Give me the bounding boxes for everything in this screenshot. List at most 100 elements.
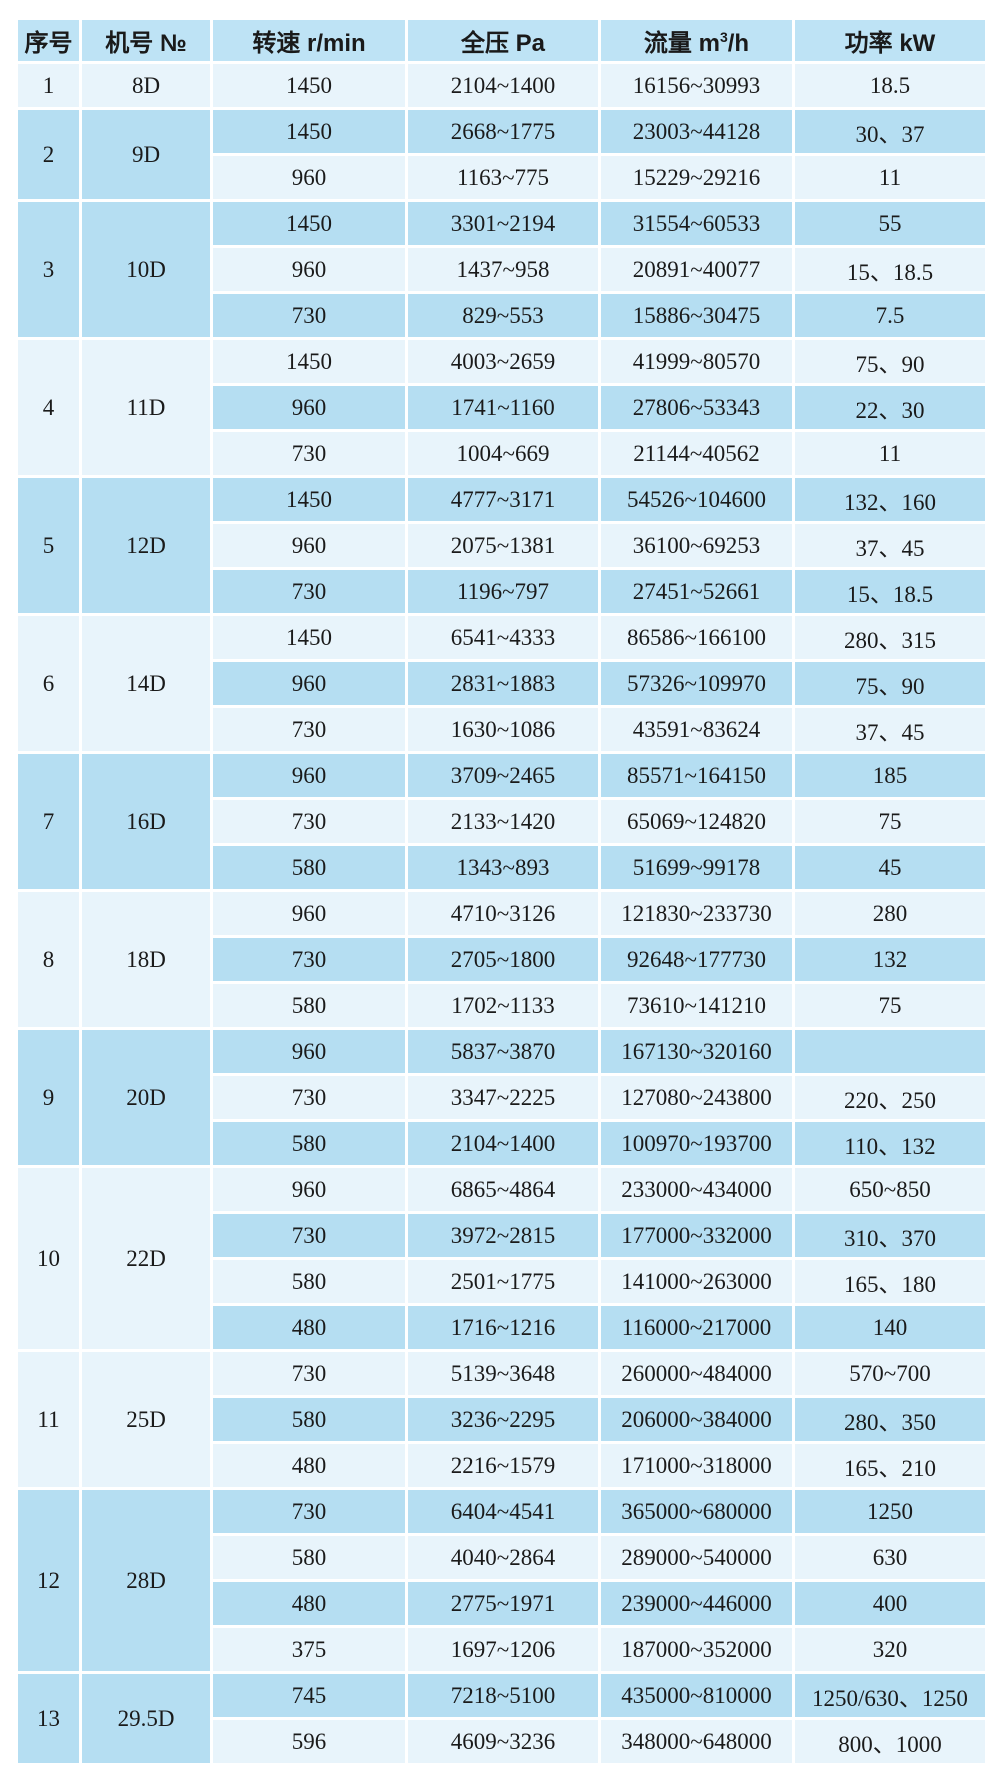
pressure-cell: 7218~5100 (405, 1671, 601, 1720)
table-row: 7 16D 960 3709~2465 85571~164150 185 (15, 751, 988, 892)
flow-cell: 289000~540000 (598, 1533, 795, 1582)
pressure-cell: 1437~958 (405, 245, 601, 294)
pressure-cell: 1163~775 (405, 153, 601, 202)
power-cell: 570~700 (792, 1349, 988, 1398)
power-cell: 7.5 (792, 291, 988, 340)
pressure-cell: 4609~3236 (405, 1717, 601, 1766)
speed-cell: 960 (210, 1027, 408, 1076)
pressure-cell: 2216~1579 (405, 1441, 601, 1490)
model-cell: 16D (79, 751, 213, 892)
speed-cell: 730 (210, 567, 408, 616)
fan-spec-table: 序号 机号 № 转速 r/min 全压 Pa 流量 m3/h 功率 kW 1 8D… (15, 17, 988, 1766)
table-row: 960 1437~958 20891~40077 15、18.5 (17, 245, 988, 294)
speed-cell: 960 (210, 383, 408, 432)
flow-cell: 31554~60533 (598, 199, 795, 248)
power-cell: 400 (792, 1579, 988, 1628)
table-row: 6 14D 1450 6541~4333 86586~166100 280、315 (15, 613, 988, 754)
table-row: 960 2075~1381 36100~69253 37、45 (17, 521, 988, 570)
speed-cell: 730 (210, 1487, 408, 1536)
flow-cell: 171000~318000 (598, 1441, 795, 1490)
pressure-cell: 3972~2815 (405, 1211, 601, 1260)
model-cell: 29.5D (79, 1671, 213, 1766)
flow-cell: 16156~30993 (598, 61, 795, 110)
flow-header-text: 流量 m (643, 30, 720, 57)
flow-cell: 41999~80570 (598, 337, 795, 386)
pressure-cell: 2501~1775 (405, 1257, 601, 1306)
power-cell: 75、90 (792, 659, 988, 708)
table-row: 730 829~553 15886~30475 7.5 (17, 291, 988, 340)
speed-cell: 375 (210, 1625, 408, 1674)
speed-cell: 580 (210, 1257, 408, 1306)
pressure-cell: 1630~1086 (405, 705, 601, 754)
table-row: 12 28D 730 6404~4541 365000~680000 1250 (15, 1487, 988, 1674)
index-cell: 4 (15, 337, 82, 478)
flow-cell: 27806~53343 (598, 383, 795, 432)
pressure-cell: 2104~1400 (405, 61, 601, 110)
flow-cell: 21144~40562 (598, 429, 795, 478)
table-row: 2 9D 1450 2668~1775 23003~44128 30、37 (15, 107, 988, 202)
table-row: 3 10D 1450 3301~2194 31554~60533 55 (15, 199, 988, 340)
power-cell: 132、160 (792, 475, 988, 524)
model-cell: 11D (79, 337, 213, 478)
speed-cell: 1450 (210, 337, 408, 386)
flow-cell: 233000~434000 (598, 1165, 795, 1214)
power-cell: 185 (792, 751, 988, 800)
flow-cell: 121830~233730 (598, 889, 795, 938)
power-cell: 650~850 (792, 1165, 988, 1214)
index-cell: 7 (15, 751, 82, 892)
table-row: 9 20D 960 5837~3870 167130~320160 (15, 1027, 988, 1168)
power-cell: 630 (792, 1533, 988, 1582)
flow-cell: 86586~166100 (598, 613, 795, 662)
power-cell: 1250 (792, 1487, 988, 1536)
pressure-cell: 4777~3171 (405, 475, 601, 524)
power-cell: 280 (792, 889, 988, 938)
speed-cell: 960 (210, 889, 408, 938)
index-cell: 8 (15, 889, 82, 1030)
power-cell: 310、370 (792, 1211, 988, 1260)
power-cell: 18.5 (792, 61, 988, 110)
flow-cell: 15886~30475 (598, 291, 795, 340)
table-row: 5 12D 1450 4777~3171 54526~104600 132、160 (15, 475, 988, 616)
table-row: 730 3972~2815 177000~332000 310、370 (17, 1211, 988, 1260)
flow-header-unit: /h (727, 30, 750, 57)
pressure-cell: 6865~4864 (405, 1165, 601, 1214)
model-cell: 20D (79, 1027, 213, 1168)
index-cell: 2 (15, 107, 82, 202)
flow-cell: 23003~44128 (598, 107, 795, 156)
table-row: 4 11D 1450 4003~2659 41999~80570 75、90 (15, 337, 988, 478)
index-cell: 1 (15, 61, 82, 110)
power-cell: 165、180 (792, 1257, 988, 1306)
flow-cell: 15229~29216 (598, 153, 795, 202)
index-cell: 5 (15, 475, 82, 616)
model-cell: 25D (79, 1349, 213, 1490)
power-cell: 280、350 (792, 1395, 988, 1444)
table-row: 580 4040~2864 289000~540000 630 (17, 1533, 988, 1582)
flow-cell: 167130~320160 (598, 1027, 795, 1076)
flow-cell: 36100~69253 (598, 521, 795, 570)
col-header-model: 机号 № (79, 17, 213, 64)
table-row: 730 2133~1420 65069~124820 75 (17, 797, 988, 846)
table-row: 580 2501~1775 141000~263000 165、180 (17, 1257, 988, 1306)
power-cell: 280、315 (792, 613, 988, 662)
flow-cell: 85571~164150 (598, 751, 795, 800)
flow-header-superscript: 3 (719, 29, 728, 45)
power-cell: 15、18.5 (792, 567, 988, 616)
pressure-cell: 6541~4333 (405, 613, 601, 662)
pressure-cell: 2104~1400 (405, 1119, 601, 1168)
pressure-cell: 829~553 (405, 291, 601, 340)
pressure-cell: 3236~2295 (405, 1395, 601, 1444)
pressure-cell: 4710~3126 (405, 889, 601, 938)
flow-cell: 141000~263000 (598, 1257, 795, 1306)
power-cell: 11 (792, 429, 988, 478)
power-cell (792, 1027, 988, 1076)
table-row: 730 1630~1086 43591~83624 37、45 (17, 705, 988, 754)
speed-cell: 730 (210, 1073, 408, 1122)
index-cell: 10 (15, 1165, 82, 1352)
pressure-cell: 3347~2225 (405, 1073, 601, 1122)
power-cell: 320 (792, 1625, 988, 1674)
table-row: 580 3236~2295 206000~384000 280、350 (17, 1395, 988, 1444)
table-row: 10 22D 960 6865~4864 233000~434000 650~850 (15, 1165, 988, 1352)
flow-cell: 27451~52661 (598, 567, 795, 616)
table-row: 375 1697~1206 187000~352000 320 (17, 1625, 988, 1674)
